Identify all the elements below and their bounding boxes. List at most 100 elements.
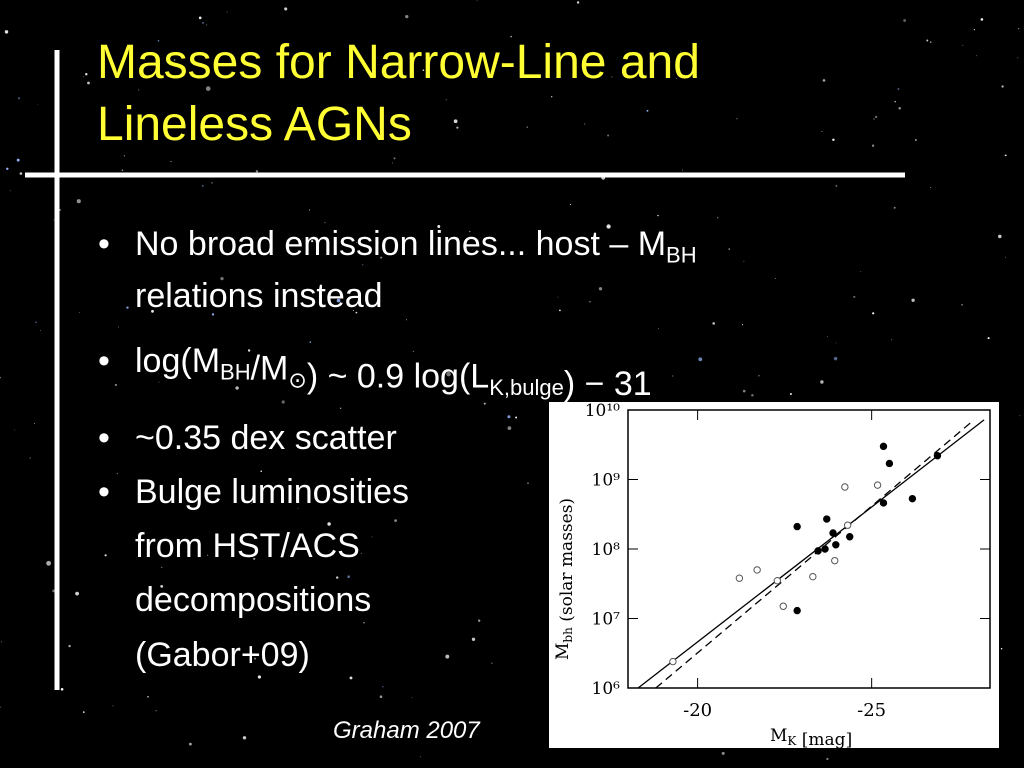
star <box>270 446 273 449</box>
y-tick-label: 10⁶ <box>592 679 621 699</box>
star <box>911 298 915 302</box>
star <box>382 686 384 688</box>
star <box>1 641 3 643</box>
star <box>742 389 746 393</box>
star <box>29 457 31 459</box>
star <box>898 107 901 110</box>
text-run: M <box>553 643 573 660</box>
x-tick-label: -25 <box>857 700 886 721</box>
star <box>121 169 124 172</box>
star <box>377 241 379 243</box>
star <box>469 230 471 233</box>
subscript: K,bulge <box>489 375 564 400</box>
star <box>405 319 407 321</box>
star <box>75 591 80 596</box>
star <box>894 100 896 103</box>
x-axis-label: MK [mag] <box>770 726 852 750</box>
star <box>4 30 9 34</box>
star <box>405 14 409 19</box>
star <box>308 209 311 211</box>
star <box>202 185 204 187</box>
star <box>297 60 299 62</box>
subscript: ⊙ <box>288 367 306 392</box>
star <box>832 138 835 142</box>
star <box>897 88 900 90</box>
star <box>891 339 893 341</box>
text-run: [mag] <box>796 730 852 750</box>
star <box>698 357 703 362</box>
star <box>60 687 64 691</box>
star <box>76 199 81 204</box>
content: Masses for Narrow-Line and Lineless AGNs •… <box>97 36 700 744</box>
star <box>598 287 603 291</box>
slide-title: Lineless AGNs <box>97 98 412 151</box>
point <box>873 481 882 489</box>
y-axis-label: Mbh (solar masses) <box>553 498 577 660</box>
star <box>260 470 262 472</box>
star <box>53 219 55 221</box>
bullet-text: relations instead <box>135 277 383 315</box>
subscript: K <box>787 734 797 748</box>
text-run: Bulge luminosities <box>135 473 409 511</box>
star <box>507 426 512 430</box>
star <box>104 554 107 557</box>
star <box>393 157 396 160</box>
text-run: ~0.35 dex scatter <box>135 419 397 457</box>
star <box>411 697 413 698</box>
star <box>611 76 613 78</box>
star <box>893 206 896 209</box>
star <box>736 118 738 120</box>
chart-panel <box>549 402 999 748</box>
star <box>309 341 312 343</box>
star <box>211 182 213 184</box>
star <box>835 184 838 187</box>
star <box>242 736 247 740</box>
star <box>915 139 917 141</box>
star <box>311 240 314 243</box>
star <box>10 190 12 192</box>
star <box>589 301 591 303</box>
star <box>422 69 425 72</box>
star <box>68 644 71 648</box>
star <box>112 705 114 707</box>
star <box>456 126 459 129</box>
star <box>17 97 21 100</box>
bullet-text: decompositions <box>135 581 371 619</box>
star <box>853 295 856 298</box>
star <box>205 86 211 91</box>
star <box>170 161 172 162</box>
point <box>809 572 817 581</box>
star <box>510 35 512 38</box>
star <box>1000 647 1003 650</box>
star <box>202 21 204 24</box>
star <box>123 155 125 157</box>
star <box>437 225 441 228</box>
star <box>87 81 90 85</box>
star <box>742 324 744 326</box>
star <box>559 309 561 312</box>
point <box>841 483 849 491</box>
star <box>1003 155 1005 157</box>
star <box>14 429 16 431</box>
point <box>823 515 831 523</box>
star <box>138 89 140 91</box>
star <box>491 662 493 664</box>
bullet-text: (Gabor+09) <box>135 636 310 674</box>
star <box>980 18 984 21</box>
star <box>151 309 154 313</box>
star <box>379 695 383 698</box>
point <box>814 547 822 555</box>
star <box>607 134 610 137</box>
star <box>19 172 23 175</box>
star <box>116 473 118 475</box>
star <box>347 575 350 578</box>
point <box>669 657 677 666</box>
star <box>445 654 450 659</box>
star <box>0 706 1 708</box>
star <box>483 402 486 405</box>
star <box>453 119 458 124</box>
star <box>6 167 9 171</box>
point <box>879 499 888 507</box>
star <box>998 234 1002 239</box>
